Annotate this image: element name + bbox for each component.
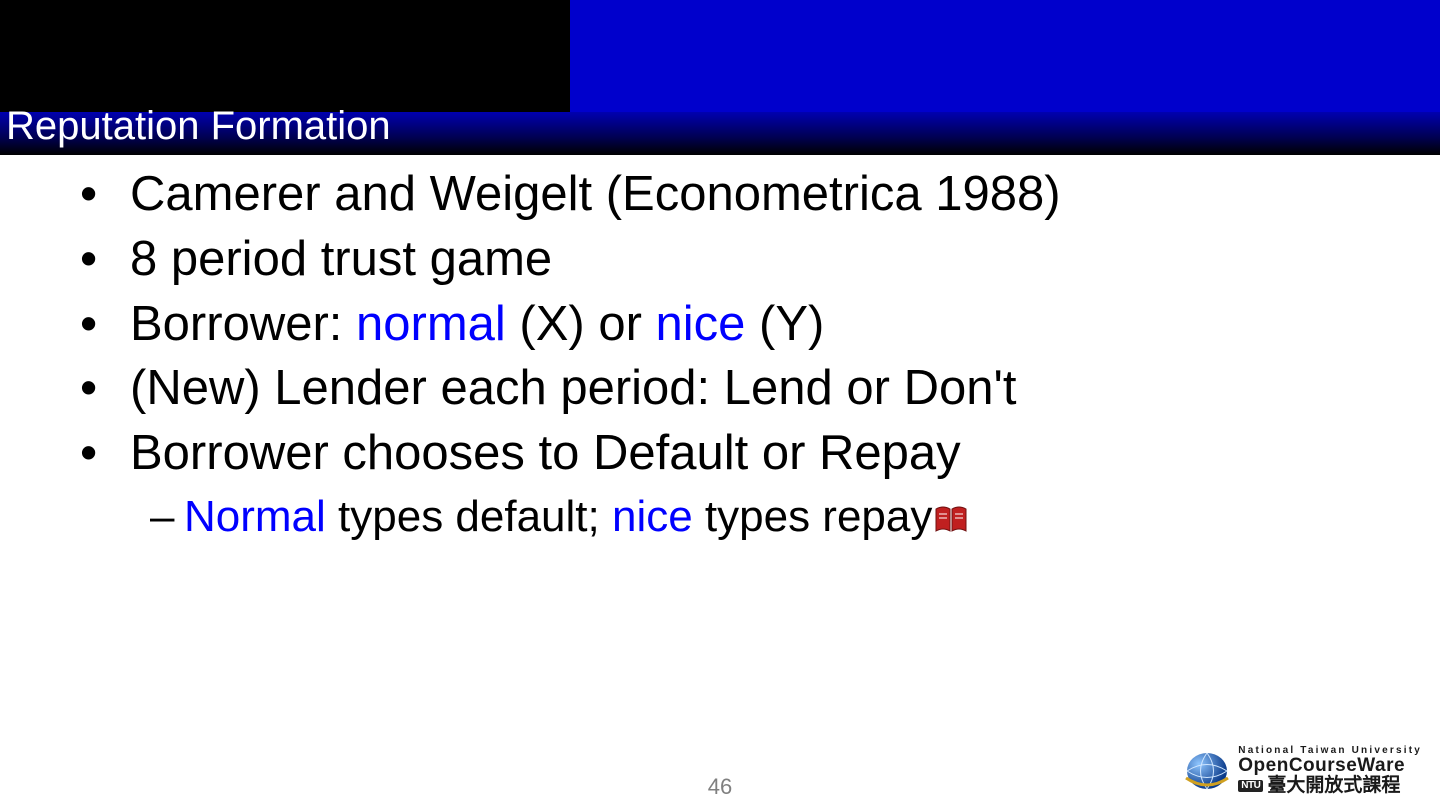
slide-content: Camerer and Weigelt (Econometrica 1988) 8… xyxy=(0,165,1440,544)
bullet-item: Borrower: normal (X) or nice (Y) xyxy=(70,295,1410,354)
ntu-mark: NTU xyxy=(1238,780,1263,793)
header-blue-block xyxy=(570,0,1440,112)
bullet-list: Camerer and Weigelt (Econometrica 1988) 8… xyxy=(0,165,1440,483)
ocw-line-chinese: NTU 臺大開放式課程 xyxy=(1238,776,1422,796)
book-icon xyxy=(934,505,968,533)
bullet-text: (X) or xyxy=(506,297,656,351)
highlight-text: normal xyxy=(356,297,506,351)
bullet-text: (New) Lender each period: Lend or Don't xyxy=(130,361,1016,415)
bullet-text: (Y) xyxy=(745,297,824,351)
ocw-chinese-text: 臺大開放式課程 xyxy=(1267,776,1400,796)
sub-bullet-text: types repay xyxy=(693,492,933,541)
ocw-logo: National Taiwan University OpenCourseWar… xyxy=(1184,746,1422,796)
highlight-text: nice xyxy=(612,492,693,541)
header-black-block xyxy=(0,0,570,112)
bullet-item: (New) Lender each period: Lend or Don't xyxy=(70,359,1410,418)
ocw-text-block: National Taiwan University OpenCourseWar… xyxy=(1238,746,1422,796)
bullet-item: Borrower chooses to Default or Repay xyxy=(70,424,1410,483)
sub-bullet-dash: – xyxy=(150,489,184,544)
highlight-text: Normal xyxy=(184,492,326,541)
bullet-text: 8 period trust game xyxy=(130,232,552,286)
globe-icon xyxy=(1184,748,1230,794)
slide-title: Reputation Formation xyxy=(6,104,391,149)
bullet-item: Camerer and Weigelt (Econometrica 1988) xyxy=(70,165,1410,224)
bullet-item: 8 period trust game xyxy=(70,230,1410,289)
bullet-text: Borrower: xyxy=(130,297,356,351)
slide-header: Reputation Formation xyxy=(0,0,1440,155)
sub-bullet-text: types default; xyxy=(326,492,612,541)
bullet-text: Borrower chooses to Default or Repay xyxy=(130,426,961,480)
sub-bullet: – Normal types default; nice types repay xyxy=(0,489,1440,544)
ocw-line-opencourseware: OpenCourseWare xyxy=(1238,756,1422,776)
highlight-text: nice xyxy=(656,297,746,351)
bullet-text: Camerer and Weigelt (Econometrica 1988) xyxy=(130,167,1061,221)
